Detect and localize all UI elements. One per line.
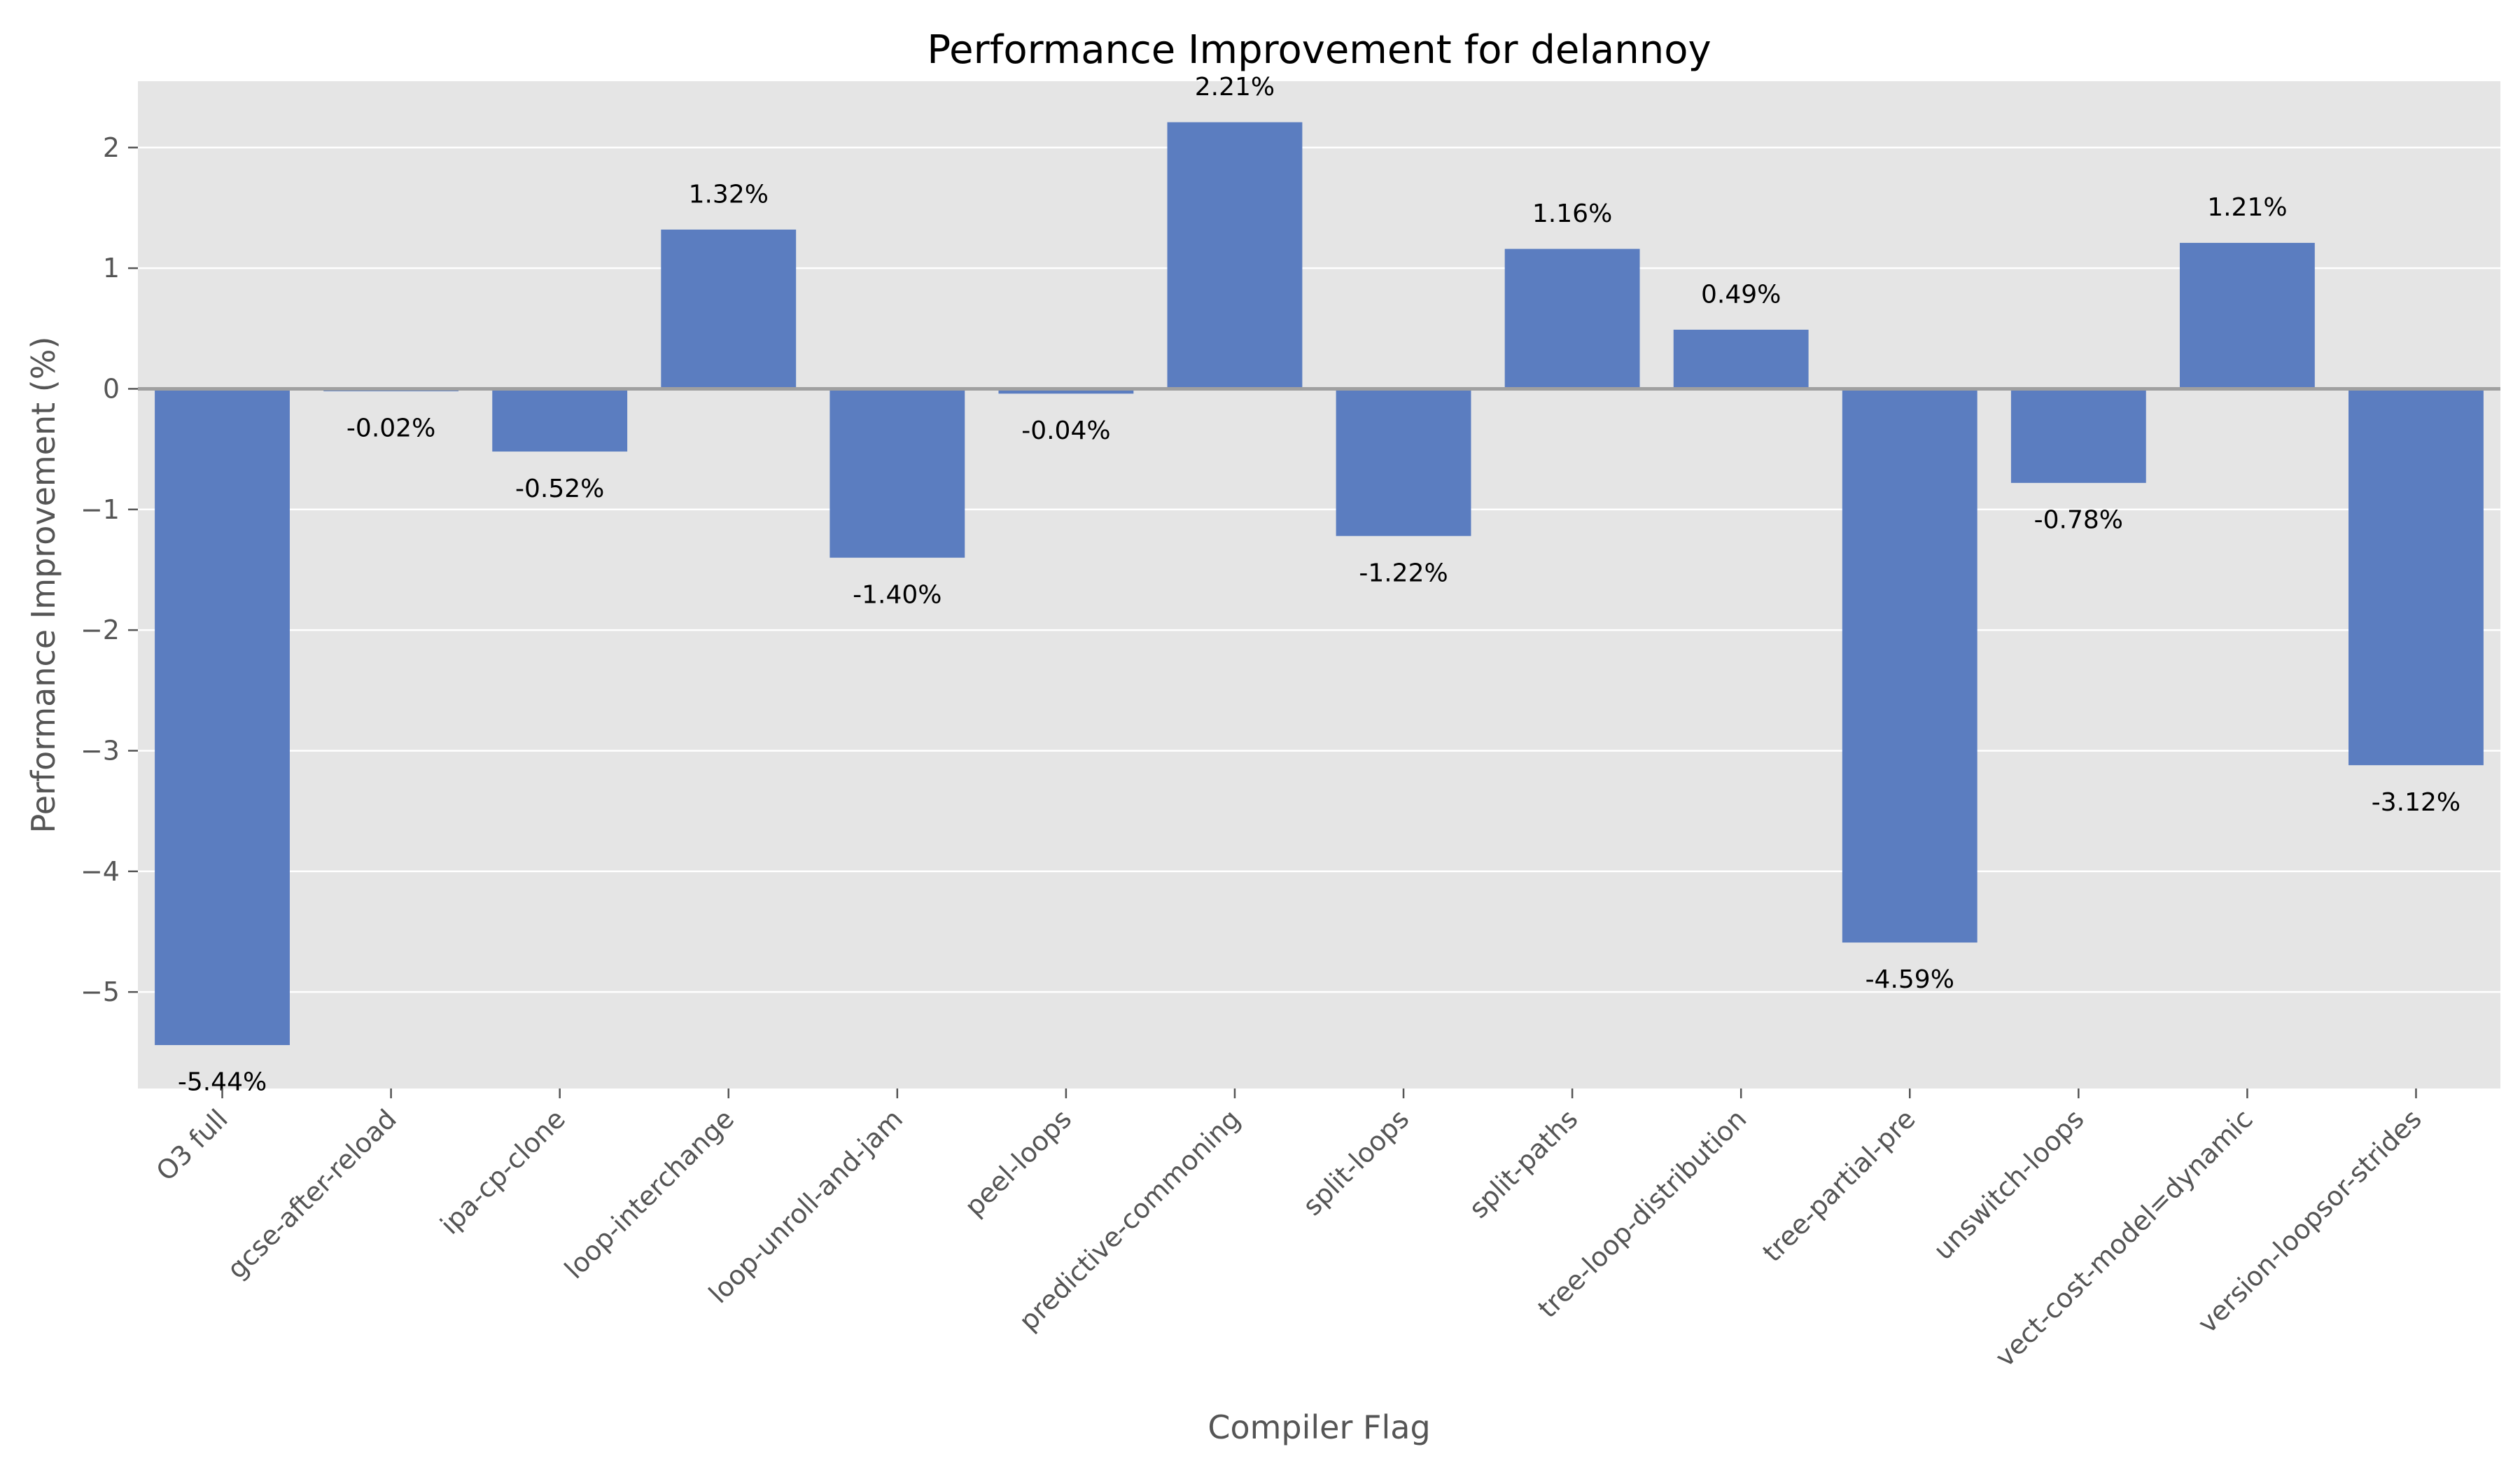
y-tick-label: −3 <box>80 735 120 766</box>
x-tick-label: gcse-after-reload <box>221 1103 402 1284</box>
x-tick-label: loop-unroll-and-jam <box>703 1103 909 1309</box>
bars <box>155 122 2484 1045</box>
plot-background <box>138 81 2500 1088</box>
data-label: -0.04% <box>1021 416 1110 445</box>
bar <box>2010 388 2146 483</box>
data-label: 1.16% <box>1532 200 1612 228</box>
bar <box>1842 388 1977 943</box>
x-tick-label: O3 full <box>150 1103 234 1186</box>
bar <box>830 388 965 558</box>
x-tick-label: tree-partial-pre <box>1757 1103 1921 1268</box>
y-tick-label: −4 <box>80 856 120 887</box>
data-labels: -5.44%-0.02%-0.52%1.32%-1.40%-0.04%2.21%… <box>178 73 2460 1097</box>
y-tick-label: 2 <box>103 132 120 163</box>
bar <box>998 388 1134 394</box>
data-label: 2.21% <box>1195 73 1275 102</box>
y-axis-label: Performance Improvement (%) <box>24 337 62 834</box>
x-tick-label: split-loops <box>1297 1103 1415 1222</box>
x-tick-label: unswitch-loops <box>1928 1103 2090 1266</box>
bar <box>1673 330 1809 389</box>
y-tick-label: 1 <box>103 253 120 284</box>
data-label: -1.40% <box>853 580 941 609</box>
bar <box>492 388 628 452</box>
data-label: -0.02% <box>346 414 435 443</box>
data-label: -0.52% <box>515 475 604 503</box>
data-label: -0.78% <box>2034 506 2123 535</box>
bar <box>1167 122 1303 389</box>
x-tick-label: ipa-cp-clone <box>434 1103 571 1240</box>
bar <box>1336 388 1471 536</box>
data-label: 1.21% <box>2207 193 2287 222</box>
data-label: 1.32% <box>689 180 769 209</box>
bar <box>661 229 797 389</box>
data-label: -4.59% <box>1865 965 1954 994</box>
data-label: -3.12% <box>2372 788 2460 817</box>
x-tick-label: loop-interchange <box>559 1103 740 1284</box>
y-tick-label: −1 <box>80 494 120 525</box>
data-label: 0.49% <box>1701 280 1781 309</box>
x-tick-label: split-paths <box>1463 1103 1583 1224</box>
y-ticks: −5 −4 −3 −2 −1 0 1 2 <box>80 132 138 1007</box>
x-axis-label: Compiler Flag <box>1208 1408 1430 1446</box>
chart-title: Performance Improvement for delannoy <box>927 27 1711 73</box>
y-tick-label: −5 <box>80 976 120 1007</box>
x-tick-label: peel-loops <box>958 1103 1077 1222</box>
bar <box>2348 388 2484 766</box>
y-tick-label: −2 <box>80 615 120 645</box>
data-label: -1.22% <box>1359 559 1448 587</box>
y-tick-label: 0 <box>103 373 120 404</box>
bar <box>155 388 290 1045</box>
bar <box>1504 248 1640 389</box>
bar <box>2179 242 2315 389</box>
